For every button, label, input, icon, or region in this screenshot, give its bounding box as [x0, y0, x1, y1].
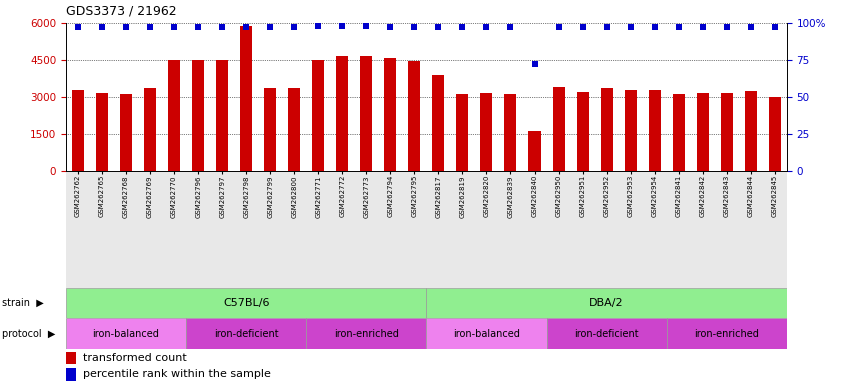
Bar: [264, 88, 276, 171]
Text: iron-deficient: iron-deficient: [214, 329, 278, 339]
Text: GDS3373 / 21962: GDS3373 / 21962: [66, 4, 177, 17]
Text: transformed count: transformed count: [83, 353, 187, 363]
Bar: [529, 131, 541, 171]
Text: protocol  ▶: protocol ▶: [2, 329, 55, 339]
Bar: [337, 56, 349, 171]
Text: iron-balanced: iron-balanced: [453, 329, 520, 339]
Bar: [240, 25, 252, 171]
Bar: [360, 56, 372, 171]
Text: iron-deficient: iron-deficient: [574, 329, 639, 339]
Bar: [66, 288, 426, 318]
Bar: [552, 87, 564, 171]
Bar: [192, 60, 204, 171]
Bar: [168, 60, 180, 171]
Bar: [769, 97, 781, 171]
Bar: [426, 288, 787, 318]
Bar: [288, 88, 300, 171]
Bar: [721, 93, 733, 171]
Text: iron-balanced: iron-balanced: [92, 329, 160, 339]
Bar: [601, 88, 613, 171]
Text: C57BL/6: C57BL/6: [223, 298, 269, 308]
Bar: [624, 89, 636, 171]
Bar: [306, 318, 426, 349]
Bar: [426, 318, 547, 349]
Text: iron-enriched: iron-enriched: [334, 329, 398, 339]
Bar: [144, 88, 156, 171]
Bar: [384, 58, 396, 171]
Bar: [673, 94, 684, 171]
Bar: [120, 94, 132, 171]
Bar: [456, 94, 469, 171]
Bar: [66, 369, 76, 381]
Bar: [577, 92, 589, 171]
Bar: [409, 61, 420, 171]
Text: iron-enriched: iron-enriched: [695, 329, 759, 339]
Text: strain  ▶: strain ▶: [2, 298, 43, 308]
Bar: [481, 93, 492, 171]
Text: DBA/2: DBA/2: [590, 298, 624, 308]
Bar: [66, 318, 186, 349]
Bar: [186, 318, 306, 349]
Bar: [96, 93, 108, 171]
Bar: [504, 94, 516, 171]
Bar: [667, 318, 787, 349]
Bar: [649, 89, 661, 171]
Text: percentile rank within the sample: percentile rank within the sample: [83, 369, 271, 379]
Bar: [312, 60, 324, 171]
Bar: [432, 75, 444, 171]
Bar: [547, 318, 667, 349]
Bar: [744, 91, 756, 171]
Bar: [216, 60, 228, 171]
Bar: [66, 352, 76, 364]
Bar: [697, 93, 709, 171]
Bar: [72, 89, 84, 171]
